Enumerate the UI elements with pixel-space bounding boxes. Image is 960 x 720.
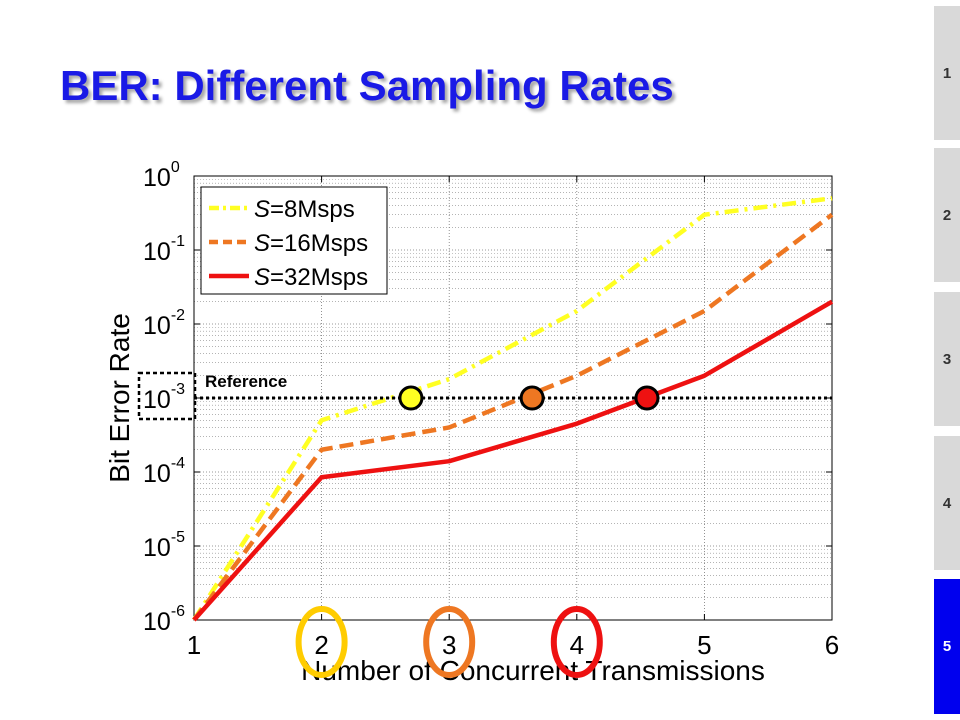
series-line-1 xyxy=(192,196,833,622)
legend-label-1: S=8Msps xyxy=(254,196,355,223)
legend-label-2: S=16Msps xyxy=(254,230,368,257)
y-tick-exponent: 0 xyxy=(171,159,180,176)
y-tick-label: 10-3 xyxy=(143,381,185,414)
x-tick-highlight-ring-1 xyxy=(295,606,348,678)
reference-label: Reference xyxy=(205,372,287,391)
y-tick-base: 10 xyxy=(143,460,171,488)
slide-nav-tab-label: 5 xyxy=(942,638,952,655)
y-tick-base: 10 xyxy=(143,386,171,414)
slide-navigation: 1 2 3 4 5 xyxy=(934,0,960,720)
x-tick-highlight-ring-2 xyxy=(423,606,476,678)
y-tick-label: 10-4 xyxy=(143,455,185,488)
legend-label-value: =8Msps xyxy=(270,196,355,223)
y-tick-base: 10 xyxy=(143,238,171,266)
y-tick-label: 10-5 xyxy=(143,529,185,562)
legend-label-value: =32Msps xyxy=(270,264,368,291)
reference-tick-highlight-box xyxy=(137,371,197,421)
x-tick-highlight-ring-3 xyxy=(550,606,603,678)
slide-nav-tab-label: 1 xyxy=(942,64,952,82)
slide-nav-tab-4[interactable]: 4 xyxy=(934,436,960,570)
y-tick-label: 10-2 xyxy=(143,307,185,340)
legend-label-symbol: S xyxy=(254,196,270,223)
y-tick-exponent: -3 xyxy=(171,381,185,398)
series-line-3 xyxy=(192,299,834,622)
y-tick-base: 10 xyxy=(143,312,171,340)
y-tick-base: 10 xyxy=(143,164,171,192)
y-tick-exponent: -4 xyxy=(171,455,185,472)
y-tick-label: 10-6 xyxy=(143,603,185,636)
y-tick-label: 10-1 xyxy=(143,233,185,266)
legend-label-3: S=32Msps xyxy=(254,264,368,291)
intersection-marker-2 xyxy=(519,385,545,411)
slide-title: BER: Different Sampling Rates xyxy=(60,62,674,109)
y-axis-label: Bit Error Rate xyxy=(104,313,135,483)
y-tick-exponent: -2 xyxy=(171,307,185,324)
x-tick-label: 6 xyxy=(825,630,839,660)
x-tick-label: 4 xyxy=(570,630,584,660)
legend-label-symbol: S xyxy=(254,230,270,257)
x-tick-label: 1 xyxy=(187,630,201,660)
series-line-2 xyxy=(192,212,834,622)
x-tick-label: 5 xyxy=(697,630,711,660)
y-tick-exponent: -6 xyxy=(171,603,185,620)
slide-nav-tab-1[interactable]: 1 xyxy=(934,6,960,140)
y-tick-base: 10 xyxy=(143,534,171,562)
slide-nav-tab-2[interactable]: 2 xyxy=(934,148,960,282)
y-tick-exponent: -5 xyxy=(171,529,185,546)
slide-nav-tab-label: 2 xyxy=(942,206,952,224)
y-tick-label: 100 xyxy=(143,159,180,192)
legend-label-symbol: S xyxy=(254,264,270,291)
x-tick-label: 3 xyxy=(442,630,456,660)
y-tick-exponent: -1 xyxy=(171,233,185,250)
slide-nav-tab-label: 4 xyxy=(942,494,952,512)
slide-nav-tab-5[interactable]: 5 xyxy=(934,579,960,714)
ber-chart: 1 2 3 4 5 610010-110-210-310-410-510-6Number … xyxy=(104,159,839,686)
x-tick-label: 2 xyxy=(314,630,328,660)
y-tick-base: 10 xyxy=(143,608,171,636)
legend-label-value: =16Msps xyxy=(270,230,368,257)
slide-nav-tab-3[interactable]: 3 xyxy=(934,292,960,426)
slide-nav-tab-label: 3 xyxy=(942,350,952,368)
intersection-marker-1 xyxy=(398,385,424,411)
x-axis-label: Number of Concurrent Transmissions xyxy=(301,655,765,686)
intersection-marker-3 xyxy=(634,385,660,411)
